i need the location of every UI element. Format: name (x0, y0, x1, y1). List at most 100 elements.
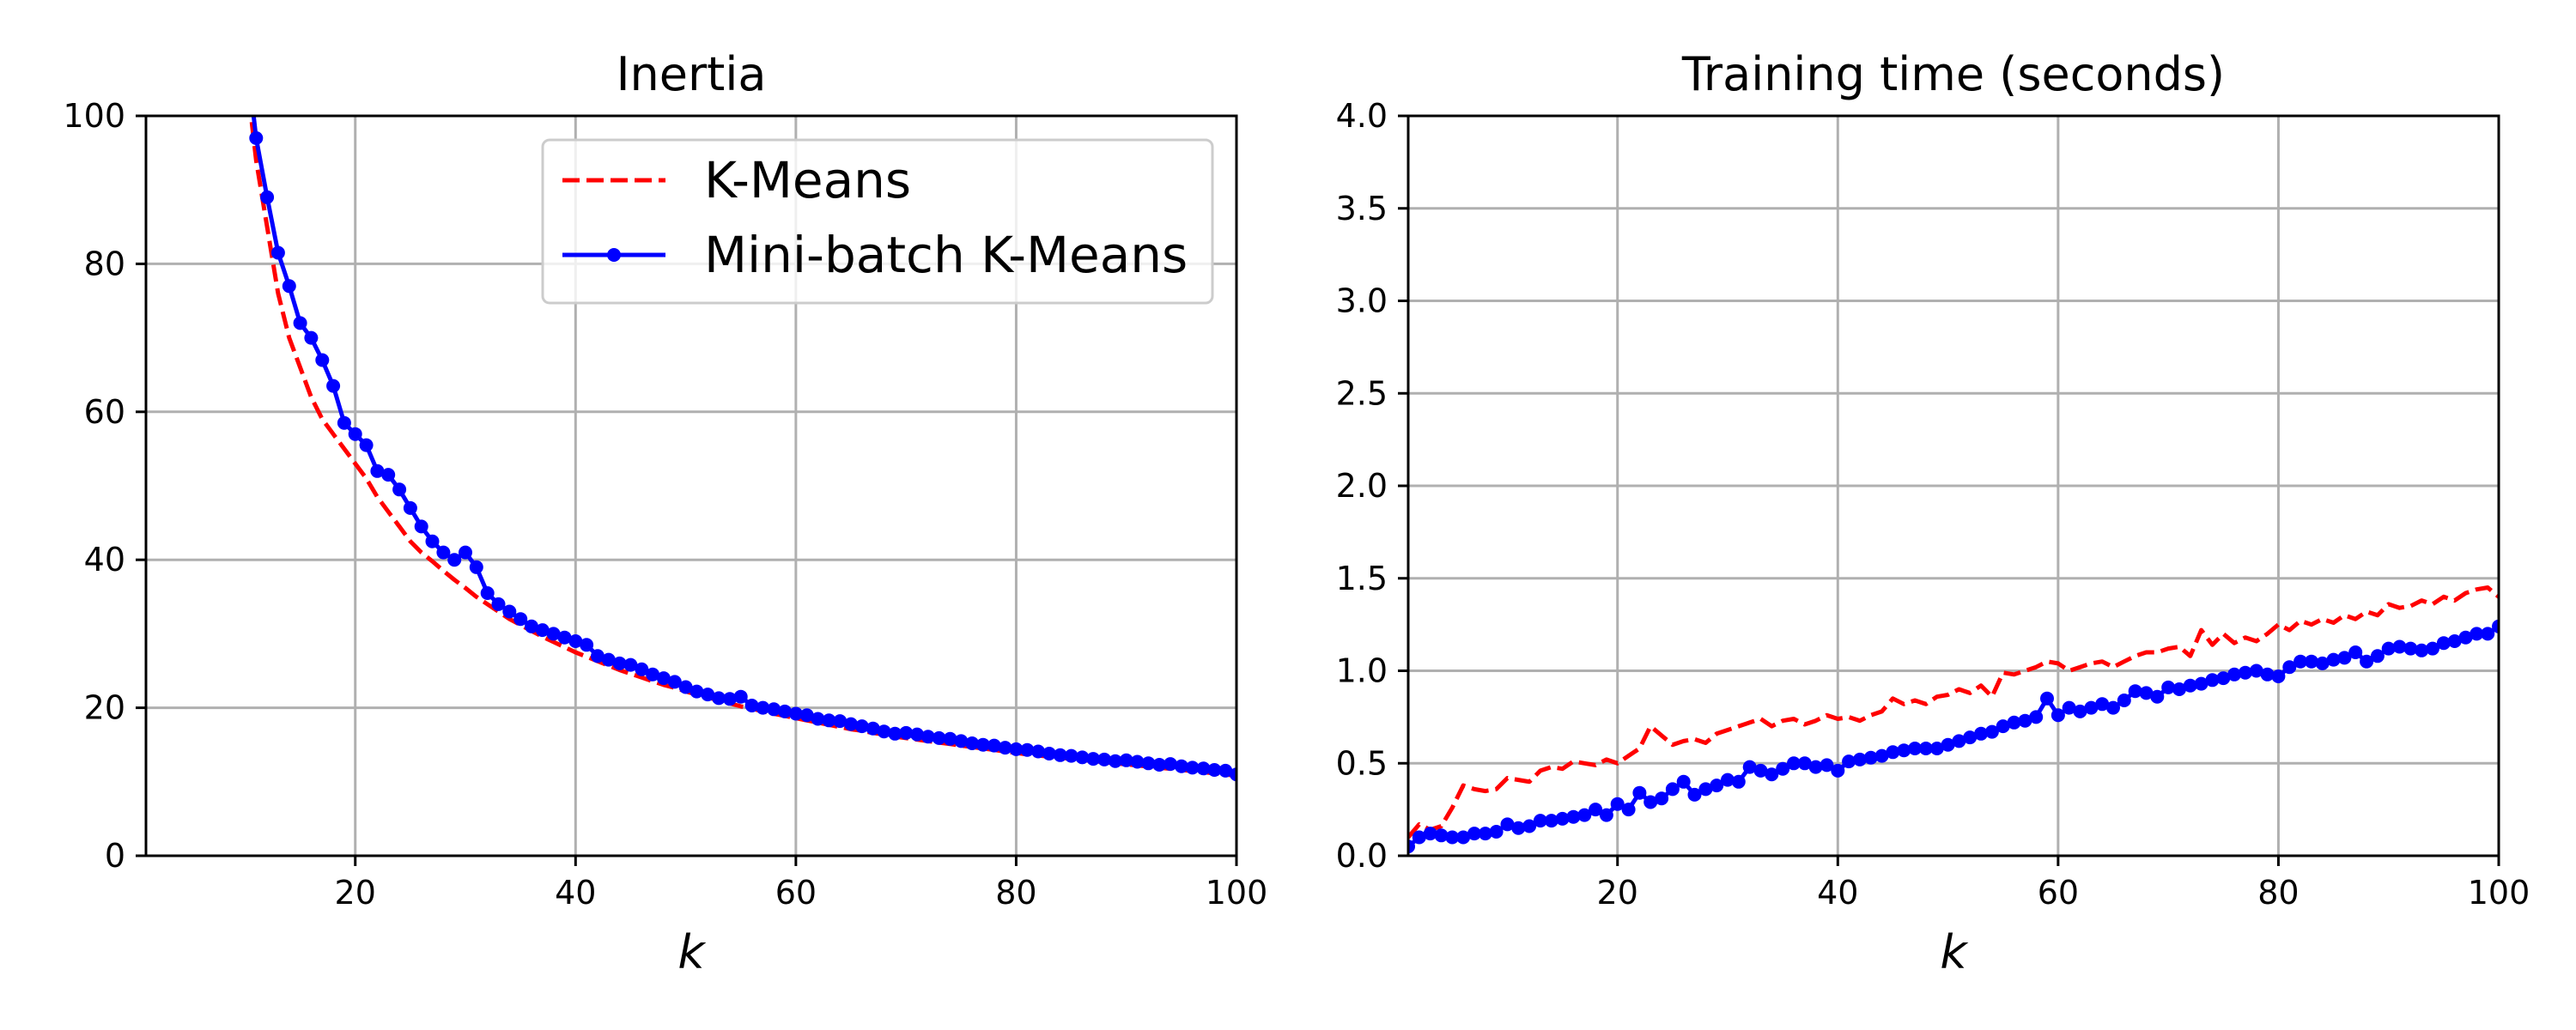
inertia-mini-batch-k-means-point (1207, 763, 1222, 777)
inertia-mini-batch-k-means-point (998, 741, 1012, 755)
training-time-y-tick-label: 3.5 (1336, 190, 1388, 227)
training-time-mini-batch-k-means-point (1687, 787, 1702, 802)
inertia-mini-batch-k-means-point (1064, 748, 1078, 763)
inertia-series (239, 35, 1236, 782)
inertia-mini-batch-k-means-point (260, 190, 275, 204)
inertia-mini-batch-k-means-point (943, 731, 957, 746)
inertia-mini-batch-k-means-point (469, 560, 483, 574)
inertia-mini-batch-k-means-point (1218, 763, 1233, 778)
training-time-mini-batch-k-means-point (1408, 839, 1415, 854)
inertia-mini-batch-k-means-point (866, 721, 880, 736)
training-time-mini-batch-k-means-point (1655, 791, 1669, 806)
training-time-mini-batch-k-means-point (1676, 774, 1691, 789)
inertia-mini-batch-k-means-point (954, 734, 969, 748)
training-time-y-tick-label: 0.0 (1336, 837, 1388, 875)
training-time-mini-batch-k-means-point (2348, 645, 2363, 659)
training-time-mini-batch-k-means-point (1787, 756, 1801, 771)
training-time-mini-batch-k-means-point (1963, 730, 1978, 745)
training-time-mini-batch-k-means-point (2271, 670, 2286, 683)
inertia-mini-batch-k-means-point (249, 130, 264, 145)
training-time-mini-batch-k-means-point (2238, 665, 2252, 680)
inertia-mini-batch-k-means-point (546, 627, 561, 641)
training-time-k-means-line (1408, 585, 2499, 839)
inertia-mini-batch-k-means-point (1042, 747, 1056, 760)
inertia-mini-batch-k-means-point (1020, 742, 1035, 757)
inertia-mini-batch-k-means-point (239, 35, 252, 49)
inertia-mini-batch-k-means-point (270, 245, 285, 260)
inertia-mini-batch-k-means-point (414, 519, 428, 534)
inertia-mini-batch-k-means-point (282, 279, 296, 294)
training-time-mini-batch-k-means-point (1445, 830, 1460, 845)
inertia-mini-batch-k-means-point (612, 656, 627, 670)
inertia-mini-batch-k-means-point (778, 704, 792, 718)
inertia-x-tick-label: 100 (1206, 874, 1268, 912)
training-time-mini-batch-k-means-point (2150, 689, 2165, 704)
training-time-mini-batch-k-means-point (1742, 760, 1757, 774)
training-time-mini-batch-k-means-point (2018, 713, 2032, 728)
training-time-ticks: 20 40 60 80 100 0.0 0.5 1.0 1.5 2.0 2.5 3.0 3.5 4.0 (1336, 97, 2530, 912)
inertia-mini-batch-k-means-point (822, 713, 836, 728)
training-time-mini-batch-k-means-point (1412, 830, 1426, 845)
inertia-mini-batch-k-means-point (370, 464, 385, 478)
training-time-mini-batch-k-means-point (2370, 649, 2385, 663)
training-time-mini-batch-k-means-point (2293, 654, 2308, 669)
inertia-y-tick-label: 0 (105, 837, 125, 875)
inertia-mini-batch-k-means-point (899, 725, 914, 740)
training-time-x-tick-label: 100 (2468, 874, 2530, 912)
training-time-mini-batch-k-means-point (2227, 667, 2242, 682)
inertia-y-tick-label: 40 (84, 541, 125, 579)
training-time-mini-batch-k-means-point (2007, 715, 2021, 730)
inertia-mini-batch-k-means-point (733, 689, 748, 704)
inertia-mini-batch-k-means-point (337, 415, 351, 430)
legend-minibatch-label: Mini-batch K-Means (704, 226, 1188, 284)
inertia-mini-batch-k-means-point (744, 699, 759, 712)
legend-box (541, 138, 1214, 305)
training-time-mini-batch-k-means-point (1511, 821, 1526, 835)
inertia-mini-batch-k-means-point (502, 604, 517, 619)
inertia-mini-batch-k-means-point (293, 316, 307, 330)
training-time-x-tick-label: 80 (2257, 874, 2299, 912)
inertia-mini-batch-k-means-point (1097, 752, 1112, 766)
training-time-mini-batch-k-means-point (2073, 704, 2087, 718)
training-time-mini-batch-k-means-point (2095, 697, 2110, 712)
inertia-mini-batch-k-means-point (932, 730, 946, 745)
training-time-mini-batch-k-means-point (2216, 671, 2231, 686)
inertia-mini-batch-k-means-point (1152, 758, 1167, 772)
training-time-x-axis-label: k (1940, 925, 1969, 979)
training-time-mini-batch-k-means-point (2128, 684, 2142, 699)
training-time-mini-batch-k-means-point (1522, 819, 1537, 833)
training-time-mini-batch-k-means-point (1984, 724, 1999, 739)
inertia-mini-batch-k-means-point (392, 482, 407, 497)
training-time-mini-batch-k-means-point (1886, 745, 1900, 760)
inertia-y-tick-label: 80 (84, 245, 125, 282)
training-time-mini-batch-k-means-point (2326, 652, 2341, 667)
training-time-mini-batch-k-means-point (1842, 754, 1856, 769)
inertia-mini-batch-k-means-point (667, 675, 682, 689)
training-time-mini-batch-k-means-point (2392, 639, 2407, 654)
training-time-mini-batch-k-means-point (1544, 814, 1558, 828)
inertia-mini-batch-k-means-point (447, 553, 462, 567)
inertia-x-tick-label: 40 (555, 874, 596, 912)
training-time-mini-batch-k-means-point (1996, 719, 2010, 734)
training-time-mini-batch-k-means-point (2249, 663, 2263, 678)
training-time-x-tick-label: 40 (1817, 874, 1858, 912)
inertia-mini-batch-k-means-point (646, 667, 660, 682)
inertia-mini-batch-k-means-point (359, 438, 374, 452)
training-time-mini-batch-k-means-point (2194, 676, 2208, 691)
training-time-mini-batch-k-means-point (2029, 710, 2044, 724)
inertia-mini-batch-k-means-point (1141, 756, 1156, 771)
training-time-mini-batch-k-means-point (2403, 641, 2418, 656)
inertia-mini-batch-k-means-point (348, 427, 362, 441)
training-time-mini-batch-k-means-point (2161, 680, 2176, 694)
inertia-mini-batch-k-means-point (1185, 760, 1200, 775)
inertia-mini-batch-k-means-point (491, 597, 506, 611)
legend-kmeans-label: K-Means (704, 151, 911, 209)
inertia-mini-batch-k-means-point (1031, 744, 1046, 759)
training-time-mini-batch-k-means-point (1874, 748, 1889, 763)
training-time-y-tick-label: 3.0 (1336, 282, 1388, 320)
inertia-mini-batch-k-means-point (1009, 742, 1024, 756)
inertia-x-tick-label: 60 (775, 874, 817, 912)
training-time-mini-batch-k-means-point (1489, 825, 1504, 839)
inertia-mini-batch-k-means-point (1230, 767, 1236, 782)
training-time-mini-batch-k-means-point (2492, 619, 2499, 633)
